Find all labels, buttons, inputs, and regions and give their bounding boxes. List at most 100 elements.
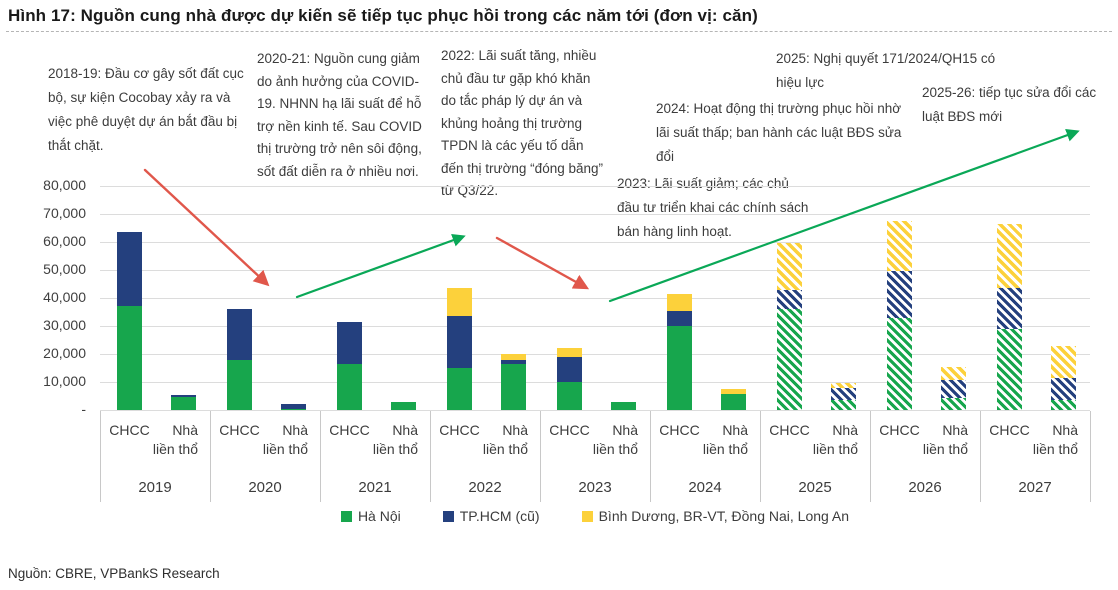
x-bar-label-chcc: CHCC	[659, 422, 700, 438]
title-divider	[6, 31, 1112, 32]
bar-segment-2021-nlt-s0	[391, 402, 416, 410]
gridline	[100, 242, 1090, 243]
bar-segment-2025-nlt-s0	[831, 400, 856, 410]
year-label: 2027	[1018, 479, 1052, 496]
bar-segment-2025-nlt-s2	[831, 383, 856, 388]
bar-segment-2023-nlt-s0	[611, 402, 636, 410]
bar-segment-2026-nlt-s0	[941, 398, 966, 410]
annotation-2025-26: 2025-26: tiếp tục sửa đổi các luật BĐS m…	[922, 85, 1097, 124]
bar-segment-2019-chcc-s1	[117, 232, 142, 307]
y-tick-label: 30,000	[43, 317, 86, 333]
source-note: Nguồn: CBRE, VPBankS Research	[8, 566, 220, 581]
x-bar-label-nlt: Nhà liền thổ	[152, 422, 198, 457]
x-bar-label-nlt: Nhà liền thổ	[592, 422, 638, 457]
legend-swatch-1	[442, 510, 454, 522]
bar-segment-2019-nlt-s1	[171, 395, 196, 398]
bar-segment-2023-chcc-s0	[557, 382, 582, 410]
bar-segment-2022-nlt-s1	[501, 359, 526, 364]
gridline	[100, 354, 1090, 355]
gridline	[100, 270, 1090, 271]
y-tick-label: 20,000	[43, 345, 86, 361]
bar-segment-2022-nlt-s0	[501, 363, 526, 410]
group-separator	[650, 411, 651, 502]
bar-segment-2022-nlt-s2	[501, 354, 526, 360]
x-bar-label-chcc: CHCC	[879, 422, 920, 438]
group-separator	[100, 411, 101, 502]
y-tick-label: 10,000	[43, 373, 86, 389]
x-bar-label-nlt: Nhà liền thổ	[922, 422, 968, 457]
x-bar-label-nlt: Nhà liền thổ	[702, 422, 748, 457]
annotation-2025: 2025: Nghị quyết 171/2024/QH15 có hiệu l…	[776, 51, 996, 90]
bar-segment-2021-chcc-s0	[337, 363, 362, 410]
gridline	[100, 382, 1090, 383]
y-tick-label: -	[81, 401, 86, 417]
bar-segment-2024-chcc-s0	[667, 326, 692, 410]
bar-segment-2022-chcc-s2	[447, 288, 472, 317]
year-label: 2024	[688, 479, 722, 496]
bar-segment-2020-chcc-s0	[227, 359, 252, 410]
bar-segment-2027-nlt-s0	[1051, 400, 1076, 410]
y-tick-label: 50,000	[43, 261, 86, 277]
legend-label-0: Hà Nội	[357, 508, 401, 524]
group-separator	[1090, 411, 1091, 502]
legend-swatch-0	[340, 510, 352, 522]
year-label: 2019	[138, 479, 172, 496]
y-tick-label: 60,000	[43, 233, 86, 249]
bar-segment-2024-chcc-s1	[667, 310, 692, 326]
bar-segment-2026-nlt-s2	[941, 366, 966, 381]
x-bar-label-nlt: Nhà liền thổ	[482, 422, 528, 457]
bar-segment-2025-chcc-s1	[777, 289, 802, 310]
x-bar-label-nlt: Nhà liền thổ	[262, 422, 308, 457]
legend-item-1: TP.HCM (cũ)	[442, 508, 540, 524]
y-tick-label: 80,000	[43, 177, 86, 193]
x-bar-label-chcc: CHCC	[219, 422, 260, 438]
bar-segment-2026-nlt-s1	[941, 380, 966, 399]
bar-segment-2027-chcc-s2	[997, 223, 1022, 289]
group-separator	[540, 411, 541, 502]
x-bar-label-nlt: Nhà liền thổ	[812, 422, 858, 457]
group-separator	[870, 411, 871, 502]
group-separator	[430, 411, 431, 502]
bar-segment-2020-nlt-s1	[281, 404, 306, 409]
bar-segment-2021-chcc-s1	[337, 321, 362, 364]
x-bar-label-chcc: CHCC	[329, 422, 370, 438]
bar-segment-2026-chcc-s0	[887, 317, 912, 410]
bar-segment-2020-chcc-s1	[227, 309, 252, 360]
bar-segment-2025-chcc-s0	[777, 309, 802, 410]
year-label: 2021	[358, 479, 392, 496]
legend-item-0: Hà Nội	[340, 508, 401, 524]
x-bar-label-nlt: Nhà liền thổ	[372, 422, 418, 457]
bar-segment-2019-chcc-s0	[117, 306, 142, 410]
group-separator	[320, 411, 321, 502]
gridline	[100, 214, 1090, 215]
x-bar-label-chcc: CHCC	[989, 422, 1030, 438]
bar-segment-2019-nlt-s0	[171, 397, 196, 410]
chart-legend: Hà Nội TP.HCM (cũ) Bình Dương, BR-VT, Đồng…	[100, 505, 1090, 527]
bar-segment-2023-chcc-s1	[557, 356, 582, 382]
x-bar-label-nlt: Nhà liền thổ	[1032, 422, 1078, 457]
year-label: 2022	[468, 479, 502, 496]
bar-segment-2027-nlt-s2	[1051, 346, 1076, 379]
figure-title: Hình 17: Nguồn cung nhà được dự kiến sẽ …	[8, 6, 758, 25]
group-separator	[210, 411, 211, 502]
legend-label-2: Bình Dương, BR-VT, Đồng Nai, Long An	[598, 508, 850, 524]
gridline	[100, 298, 1090, 299]
bar-segment-2025-nlt-s1	[831, 387, 856, 401]
y-tick-label: 40,000	[43, 289, 86, 305]
bar-segment-2026-chcc-s1	[887, 271, 912, 318]
bar-segment-2027-chcc-s0	[997, 328, 1022, 410]
group-separator	[980, 411, 981, 502]
legend-swatch-2	[581, 510, 593, 522]
year-label: 2025	[798, 479, 832, 496]
bar-segment-2020-nlt-s0	[281, 408, 306, 410]
year-label: 2023	[578, 479, 612, 496]
y-tick-label: 70,000	[43, 205, 86, 221]
bar-segment-2022-chcc-s0	[447, 368, 472, 410]
annotation-2018-19: 2018-19: Đầu cơ gây sốt đất cục bộ, sự k…	[48, 66, 244, 153]
annotation-2020-21: 2020-21: Nguồn cung giảm do ảnh hưởng củ…	[257, 51, 422, 179]
x-bar-label-chcc: CHCC	[109, 422, 150, 438]
bar-segment-2025-chcc-s2	[777, 243, 802, 290]
bar-segment-2023-chcc-s2	[557, 348, 582, 357]
